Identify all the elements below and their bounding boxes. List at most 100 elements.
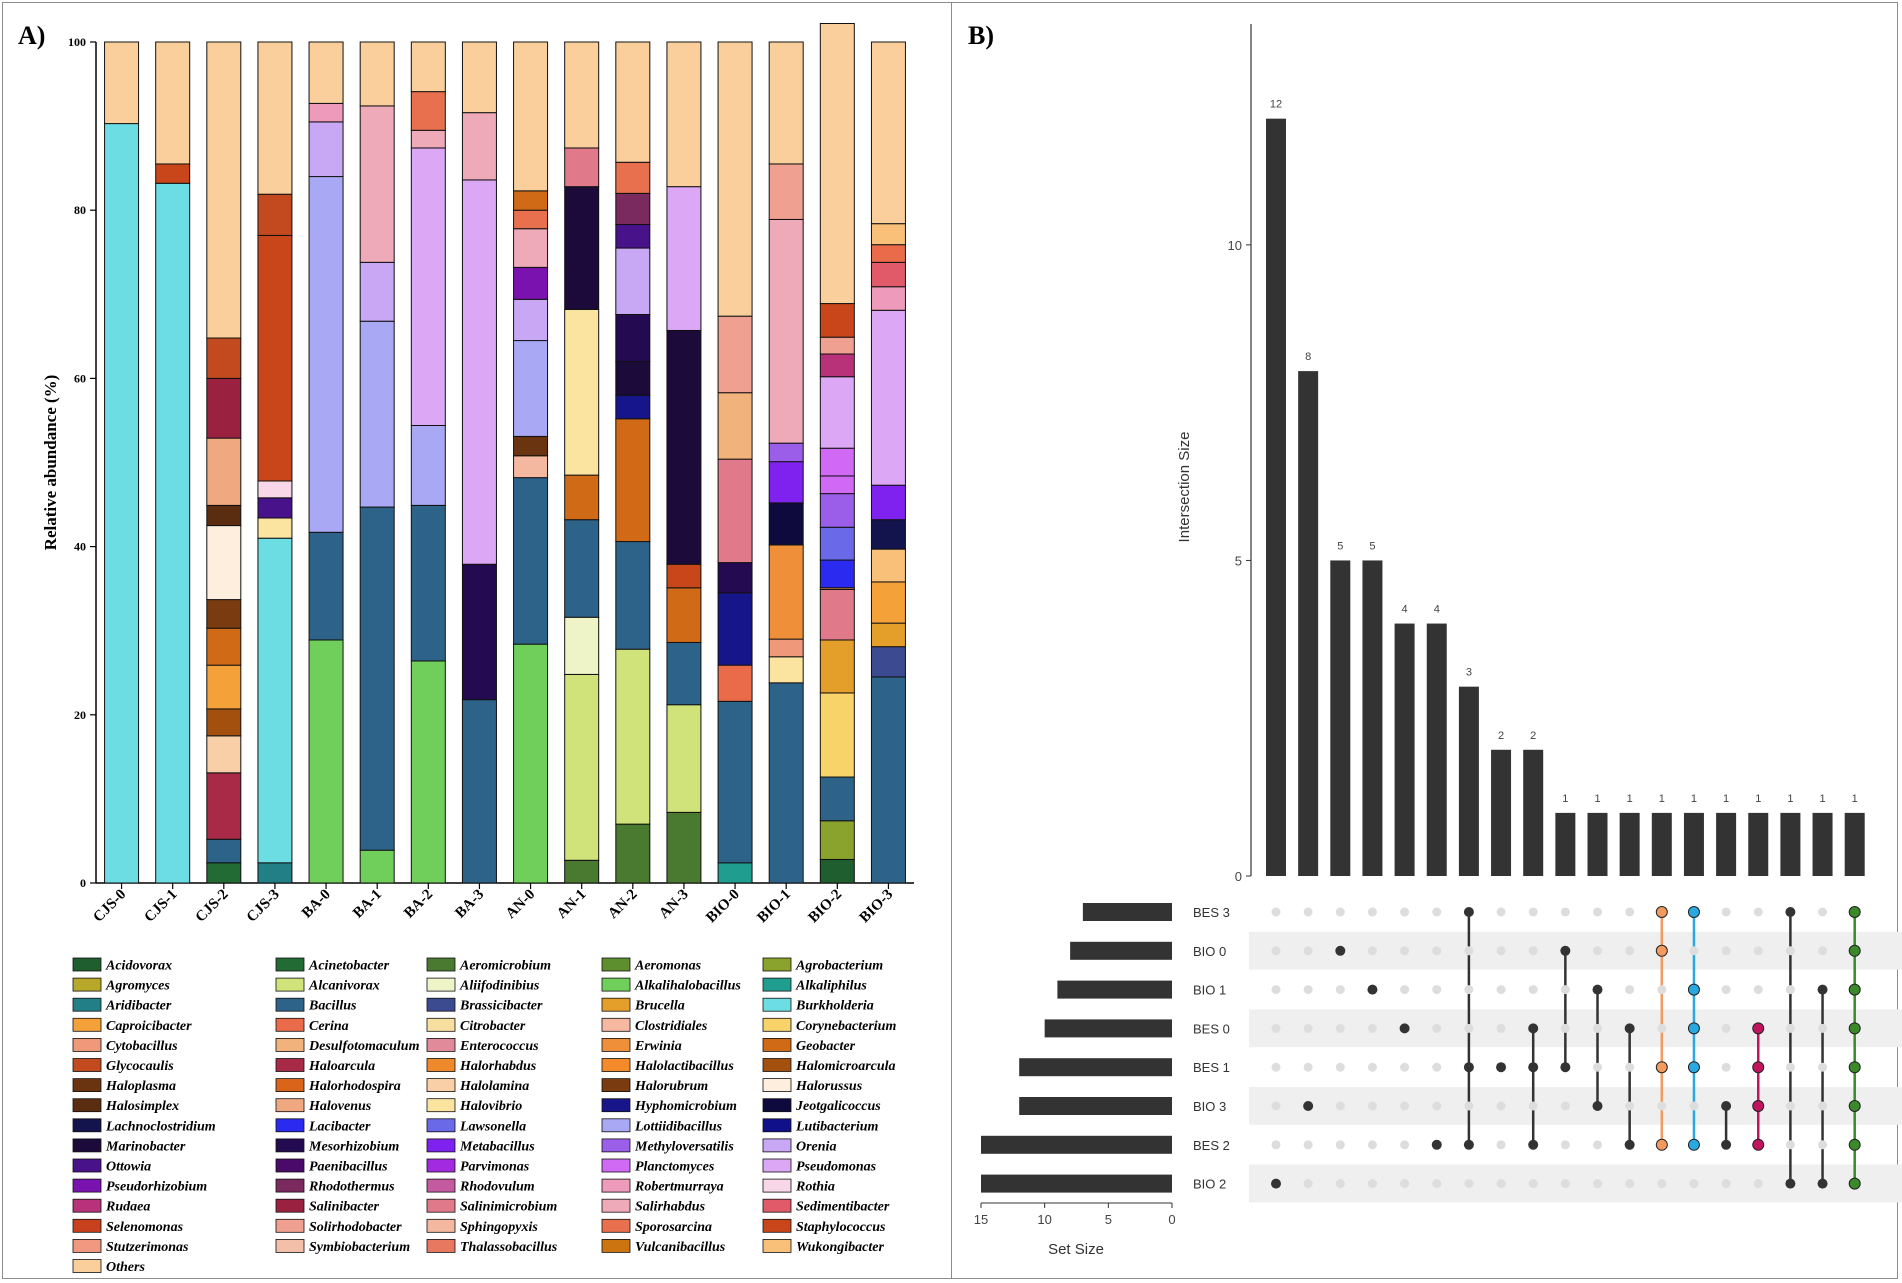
- matrix-dot-empty: [1367, 1101, 1377, 1111]
- matrix-dot-empty: [1432, 1062, 1442, 1072]
- bar-segment: [717, 700, 753, 864]
- intersection-bar-label: 4: [1434, 604, 1440, 616]
- legend-swatch: [72, 997, 102, 1012]
- legend-label: Cytobacillus: [106, 1039, 178, 1054]
- legend-label: Erwinia: [634, 1039, 682, 1054]
- bar-segment: [461, 179, 497, 565]
- intersection-bar-label: 1: [1691, 793, 1697, 805]
- matrix-dot-empty: [1753, 985, 1763, 995]
- bar-segment: [513, 228, 549, 268]
- matrix-dot-filled: [1848, 906, 1861, 918]
- legend-swatch: [762, 1118, 792, 1133]
- legend-label: Salinibacter: [309, 1200, 380, 1215]
- legend-label: Staphylococcus: [796, 1220, 886, 1235]
- bar-segment: [615, 394, 651, 420]
- legend-swatch: [426, 1058, 456, 1072]
- bar-segment: [206, 708, 242, 737]
- legend-label: Corynebacterium: [796, 1019, 896, 1034]
- legend-label: Stutzerimonas: [106, 1240, 189, 1255]
- matrix-dot-empty: [1367, 1023, 1377, 1033]
- bar-segment: [870, 223, 906, 246]
- matrix-dot-empty: [1464, 1179, 1474, 1189]
- legend-swatch: [762, 1078, 792, 1092]
- legend-label: Desulfotomaculum: [308, 1039, 420, 1054]
- legend-swatch: [275, 957, 305, 972]
- matrix-dot-filled: [1848, 1138, 1861, 1151]
- matrix-dot-empty: [1496, 1179, 1506, 1189]
- legend-swatch: [72, 1118, 102, 1133]
- matrix-dot-filled: [1655, 906, 1668, 918]
- bar-segment: [819, 692, 855, 778]
- bar-segment: [768, 638, 804, 658]
- legend-swatch: [275, 1017, 305, 1032]
- bar-segment: [615, 313, 651, 363]
- legend-swatch: [72, 1259, 102, 1273]
- legend-swatch: [762, 1017, 792, 1032]
- matrix-dot-empty: [1625, 946, 1635, 956]
- legend-swatch: [426, 1158, 456, 1173]
- bar-segment: [819, 303, 855, 338]
- legend-label: Citrobacter: [460, 1019, 526, 1034]
- matrix-dot-empty: [1400, 985, 1410, 995]
- y-tick-label: 40: [74, 540, 86, 554]
- x-tick-label: BIO-0: [703, 887, 743, 927]
- bar-segment: [819, 526, 855, 561]
- legend-swatch: [72, 1178, 102, 1193]
- matrix-dot-empty: [1753, 946, 1763, 956]
- matrix-dot-empty: [1593, 1140, 1602, 1150]
- bar-segment: [308, 121, 344, 178]
- matrix-dot-empty: [1753, 1179, 1763, 1189]
- bar-segment: [513, 298, 549, 342]
- bar-segment: [308, 531, 344, 641]
- legend-swatch: [72, 1058, 102, 1072]
- legend-label: Metabacillus: [459, 1139, 535, 1154]
- bar-segment: [206, 337, 242, 379]
- matrix-dot-empty: [1335, 1101, 1345, 1111]
- set-label: BES 0: [1193, 1021, 1230, 1036]
- matrix-dot-filled: [1655, 1061, 1668, 1074]
- bar-segment: [666, 811, 702, 884]
- intersection-bar: [1266, 118, 1286, 876]
- bar-segment: [461, 41, 497, 114]
- x-tick-label: BIO-1: [754, 887, 794, 927]
- matrix-dot-empty: [1303, 946, 1313, 956]
- legend-swatch: [426, 1038, 456, 1052]
- set-size-tick-label: 10: [1037, 1212, 1051, 1227]
- legend-label: Robertmurraya: [634, 1180, 724, 1195]
- bar-segment: [155, 41, 191, 165]
- bar-segment: [768, 163, 804, 220]
- bar-segment: [461, 699, 497, 884]
- matrix-dot-empty: [1335, 907, 1345, 917]
- set-size-bar: [1070, 941, 1172, 960]
- matrix-dot-empty: [1400, 1101, 1410, 1111]
- legend-label: Orenia: [796, 1139, 836, 1154]
- matrix-dot-empty: [1560, 1101, 1570, 1111]
- bar-segment: [155, 163, 191, 184]
- legend-swatch: [601, 1038, 631, 1052]
- x-tick-label: CJS-2: [193, 887, 232, 926]
- set-size-bar: [981, 1135, 1172, 1154]
- intersection-bar-label: 5: [1337, 540, 1343, 552]
- legend-label: Lachnoclostridium: [105, 1119, 216, 1134]
- bar-segment: [513, 209, 549, 230]
- legend-label: Halorussus: [795, 1079, 863, 1094]
- legend-label: Jeotgalicoccus: [795, 1099, 881, 1114]
- matrix-dot-filled: [1752, 1022, 1765, 1035]
- y-tick-label: 20: [74, 708, 86, 722]
- matrix-dot-empty: [1271, 985, 1281, 995]
- legend-swatch: [275, 1078, 305, 1092]
- bar-segment: [257, 862, 293, 884]
- legend-label: Alcanivorax: [308, 979, 380, 994]
- intersection-bar-label: 2: [1530, 730, 1536, 742]
- bar-segment: [615, 192, 651, 225]
- matrix-dot-empty: [1432, 1023, 1442, 1033]
- matrix-dot-empty: [1818, 1062, 1828, 1072]
- legend-swatch: [601, 1118, 631, 1133]
- legend-swatch: [426, 1239, 456, 1253]
- legend-swatch: [601, 997, 631, 1012]
- legend-label: Halorhabdus: [459, 1059, 537, 1074]
- bar-segment: [257, 497, 293, 519]
- intersection-bar-label: 5: [1369, 540, 1375, 552]
- legend-label: Glycocaulis: [106, 1059, 174, 1074]
- bar-segment: [717, 862, 753, 884]
